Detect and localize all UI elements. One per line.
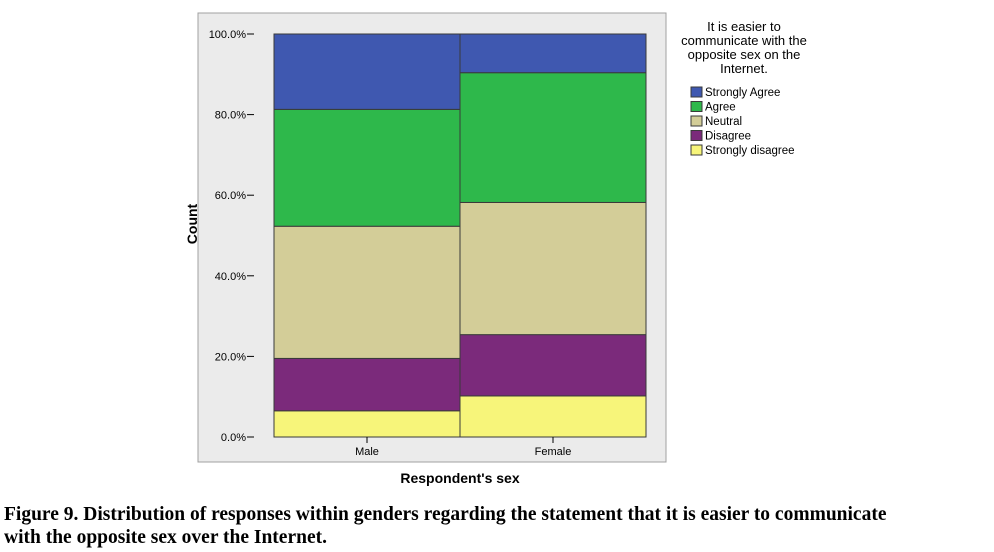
x-tick-label: Male (355, 446, 379, 458)
y-tick-label: 20.0% (215, 351, 246, 363)
legend-swatch (690, 101, 703, 112)
legend-item: Strongly Agree (690, 86, 780, 99)
chart: 0.0% 20.0% 40.0% 60.0% 80.0% 100.0% Male Femal… (184, 12, 807, 486)
legend-items: Strongly Agree Agree Neutral Disagree Strong… (690, 86, 795, 157)
bar-segment (273, 33, 461, 110)
legend-title-line: opposite sex on the (688, 47, 801, 62)
bar-segment (459, 395, 647, 438)
legend-swatch (690, 115, 703, 127)
bar-segment (273, 410, 461, 438)
legend-title-line: Internet. (720, 61, 768, 76)
x-axis: Male Female (355, 437, 571, 458)
x-axis-label: Respondent's sex (400, 470, 519, 486)
bars (273, 33, 647, 438)
y-tick-label: 40.0% (215, 271, 246, 283)
legend-item: Disagree (690, 130, 751, 143)
bar-segment (459, 334, 647, 397)
caption-line-1: Figure 9. Distribution of responses with… (4, 504, 887, 525)
legend-label: Neutral (705, 116, 742, 128)
y-tick-label: 0.0% (221, 432, 246, 444)
y-axis-label: Count (184, 203, 200, 244)
y-tick-label: 80.0% (215, 110, 246, 122)
bar-segment (459, 72, 647, 203)
bar-segment (273, 357, 461, 412)
bar-segment (273, 108, 461, 227)
legend-label: Strongly disagree (705, 145, 795, 157)
legend-label: Agree (705, 102, 736, 114)
bar-segment (459, 201, 647, 336)
legend-title-line: It is easier to (707, 19, 781, 34)
legend-title-line: communicate with the (681, 33, 807, 48)
bar-segment (459, 33, 647, 74)
legend-item: Strongly disagree (690, 144, 795, 157)
legend-label: Strongly Agree (705, 87, 780, 99)
y-tick-label: 60.0% (215, 190, 246, 202)
y-tick-label: 100.0% (209, 29, 247, 41)
legend-item: Agree (690, 101, 736, 114)
legend-swatch (690, 86, 703, 98)
legend-item: Neutral (690, 115, 742, 128)
legend-label: Disagree (705, 131, 751, 143)
legend-swatch (690, 130, 703, 141)
legend-swatch (690, 144, 703, 156)
y-axis: 0.0% 20.0% 40.0% 60.0% 80.0% 100.0% (209, 29, 254, 444)
caption-line-2: with the opposite sex over the Internet. (4, 527, 327, 548)
figure-caption: Figure 9. Distribution of responses with… (4, 503, 992, 549)
x-tick-label: Female (535, 446, 572, 458)
bar-segment (273, 225, 461, 359)
